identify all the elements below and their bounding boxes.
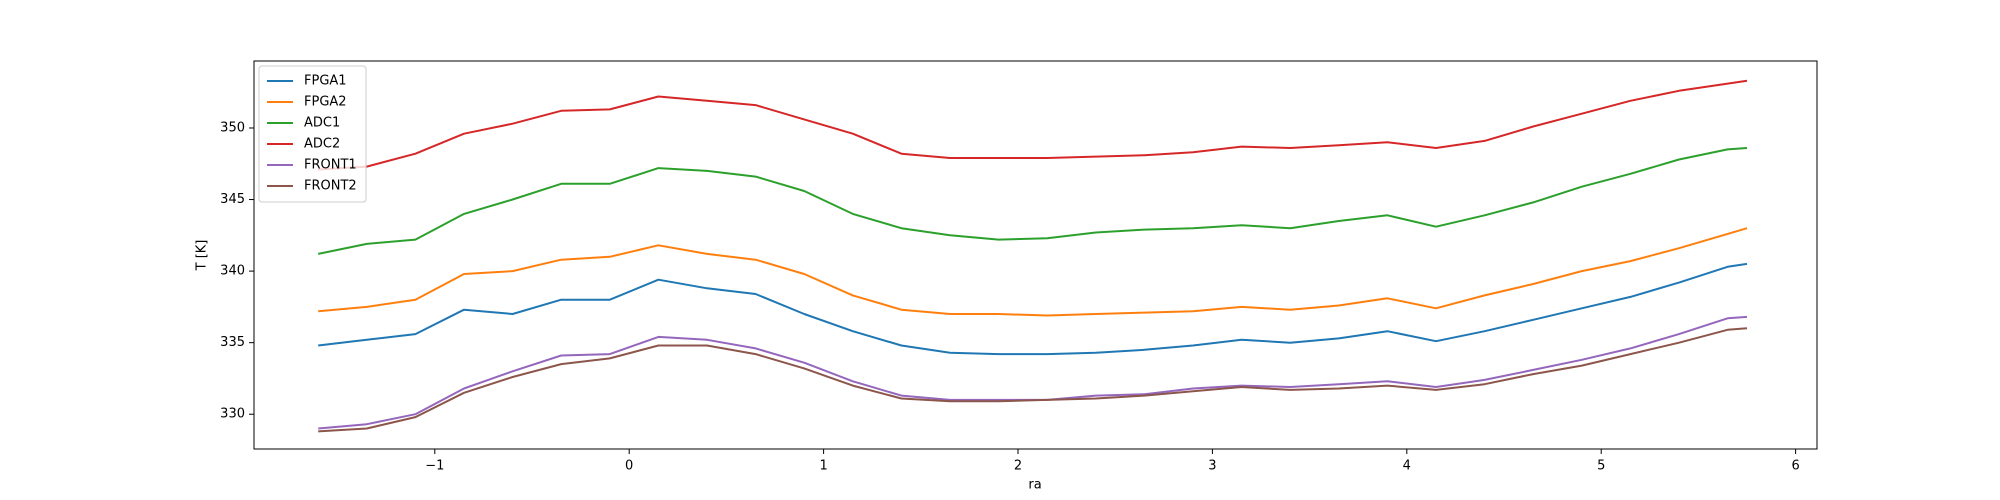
x-tick-label: 6 <box>1791 459 1799 474</box>
plot-frame <box>253 60 1818 450</box>
y-tick-label: 330 <box>220 407 245 422</box>
y-tick-label: 340 <box>220 264 245 279</box>
y-tick-label: 350 <box>220 120 245 135</box>
legend-label: FRONT1 <box>304 158 357 173</box>
line-series <box>317 147 1748 255</box>
line-series <box>318 262 1748 356</box>
x-tick-label: 2 <box>1014 459 1022 474</box>
x-axis-label: ra <box>1028 478 1041 493</box>
y-tick-label: 345 <box>220 192 245 207</box>
line-series <box>318 79 1748 171</box>
x-tick-label: 5 <box>1597 459 1605 474</box>
x-tick-label: 0 <box>625 459 633 474</box>
line-series <box>318 227 1748 317</box>
legend-box <box>258 65 367 203</box>
x-tick-label: 3 <box>1208 459 1216 474</box>
legend-label: FPGA1 <box>304 74 347 89</box>
y-axis-label: T [K] <box>195 240 210 272</box>
legend-label: ADC1 <box>304 116 340 131</box>
legend-label: ADC2 <box>304 137 340 152</box>
legend-label: FPGA2 <box>304 95 347 110</box>
legend-label: FRONT2 <box>304 179 357 194</box>
x-tick-label: 1 <box>819 459 827 474</box>
x-tick-label: −1 <box>425 459 444 474</box>
x-tick-label: 4 <box>1403 459 1411 474</box>
y-tick-label: 335 <box>220 335 245 350</box>
line-series <box>318 327 1748 433</box>
